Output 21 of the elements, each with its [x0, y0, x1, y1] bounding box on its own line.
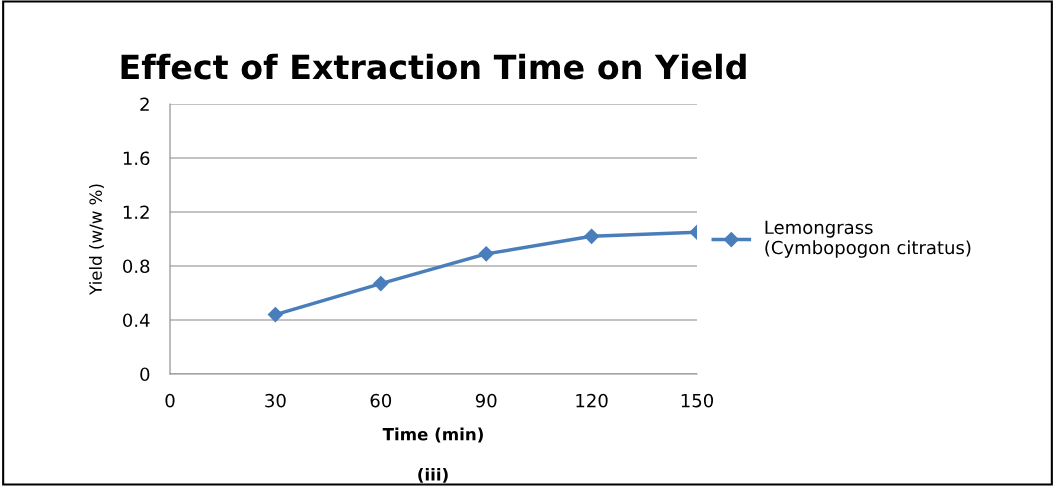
x-tick-label: 90: [475, 393, 497, 408]
y-tick-label: 0: [140, 367, 150, 382]
point: [373, 275, 389, 292]
y-tick-label: 0.8: [123, 259, 150, 274]
y-tick-label: 2: [140, 97, 149, 111]
y-axis-title: Yield (w/w %): [89, 184, 104, 296]
x-tick-label: 120: [576, 393, 608, 408]
point: [478, 246, 494, 262]
x-tick-label: 0: [165, 393, 175, 408]
legend-label: Lemongrass (Cymbopogon citratus): [765, 220, 971, 258]
x-tick-label: 30: [265, 393, 286, 408]
chart-title: Effect of Extraction Time on Yield: [121, 53, 746, 80]
x-axis-title: Time (min): [382, 427, 483, 443]
x-tick-label: 60: [370, 393, 392, 408]
point: [267, 307, 283, 323]
point: [584, 228, 600, 244]
text: (iii): [418, 467, 448, 483]
y-tick-label: 1.6: [123, 151, 150, 166]
y-tick-label: 1.2: [123, 205, 149, 219]
y-tick-label: 0.4: [123, 313, 150, 328]
x-tick-label: 150: [681, 393, 714, 408]
